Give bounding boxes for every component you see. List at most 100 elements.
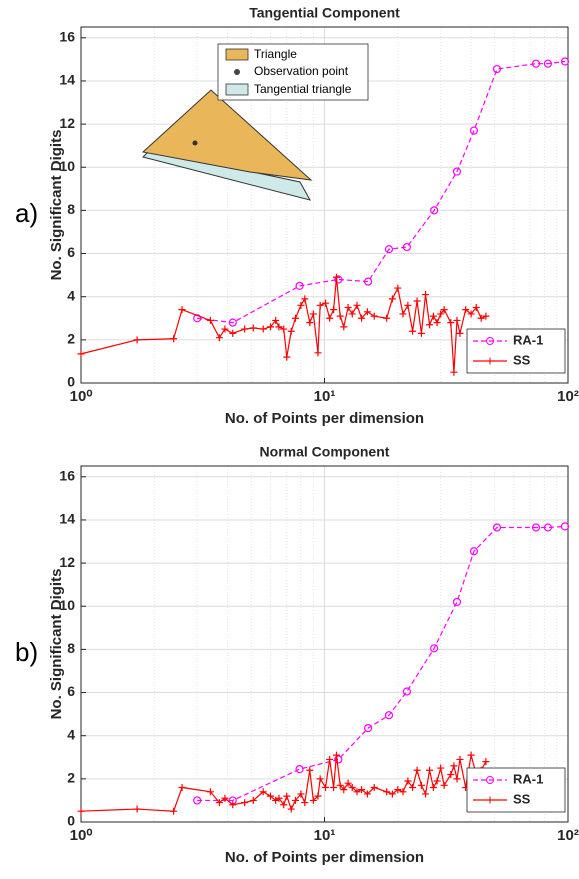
triangle-shape [141,89,313,181]
point [363,308,371,316]
point [440,781,448,789]
point [413,766,421,774]
panel-label: a) [15,198,38,228]
point [316,301,324,309]
point [409,783,417,791]
point [413,297,421,305]
series-line [197,60,566,324]
legend-label: RA-1 [513,332,543,347]
point [309,796,317,804]
point [336,781,344,789]
point [469,126,479,135]
y-tick-label: 12 [59,115,75,131]
point [193,796,202,805]
point [178,783,186,791]
point [447,319,455,327]
point [472,303,480,311]
point [322,783,330,791]
point [426,321,434,329]
point [215,334,223,342]
y-tick-label: 12 [59,554,75,570]
point [170,807,178,815]
point [402,687,412,696]
series-line [197,525,566,802]
point [280,325,288,333]
point [353,301,361,309]
point [295,765,304,774]
point [394,786,402,794]
point [301,295,309,303]
y-tick-label: 10 [59,597,75,613]
y-tick-label: 2 [67,331,75,347]
point [383,788,391,796]
y-tick-label: 14 [59,72,75,88]
y-axis-label: No. Significant Digits [48,130,65,281]
point [336,312,344,320]
chart-title: Tangential Component [249,5,400,21]
point [452,597,462,607]
point [326,755,334,763]
y-tick-label: 8 [67,640,75,656]
point [215,799,223,807]
point [433,319,441,327]
point [301,799,309,807]
point [206,788,214,796]
point [453,316,461,324]
point [399,788,407,796]
point [334,275,343,284]
point [206,316,214,324]
point [404,777,412,785]
point [314,792,322,800]
point [467,310,475,318]
point [322,299,330,307]
point [388,790,396,798]
point [314,349,322,357]
y-tick-label: 8 [67,201,75,217]
point [358,786,366,794]
legend-box [466,767,566,813]
point [77,350,85,358]
point [272,316,280,324]
point [363,790,371,798]
point [429,312,437,320]
point [492,64,502,74]
point [340,323,348,331]
point [266,323,274,331]
point [433,777,441,785]
chart: 0 2 4 6 8 10 12 14 16 10⁰ 10¹ 10² Normal Component No… [15,444,579,866]
point [275,794,283,802]
point [417,329,425,337]
point [404,301,412,309]
inset-legend-swatch [225,48,249,61]
point [543,59,553,68]
point [452,167,462,176]
point [394,284,402,292]
point [440,306,448,314]
y-tick-label: 16 [59,467,75,483]
point [340,786,348,794]
point [287,327,295,335]
x-tick-label: 10⁰ [70,388,93,405]
point [275,323,283,331]
point [447,771,455,779]
legend-marker [486,776,494,784]
point [297,790,305,798]
legend-marker [486,796,494,804]
point [560,57,570,66]
point [306,766,314,774]
point [469,547,479,556]
point [330,783,338,791]
point [241,799,249,807]
legend-marker [486,337,494,345]
point [178,306,186,314]
point [492,523,502,532]
point [295,281,304,291]
x-tick-label: 10¹ [314,827,336,844]
x-tick-label: 10² [557,388,579,405]
point [332,273,340,281]
y-tick-label: 16 [59,28,75,44]
point [429,783,437,791]
point [283,792,291,800]
point [316,775,324,783]
y-tick-label: 6 [67,244,75,260]
